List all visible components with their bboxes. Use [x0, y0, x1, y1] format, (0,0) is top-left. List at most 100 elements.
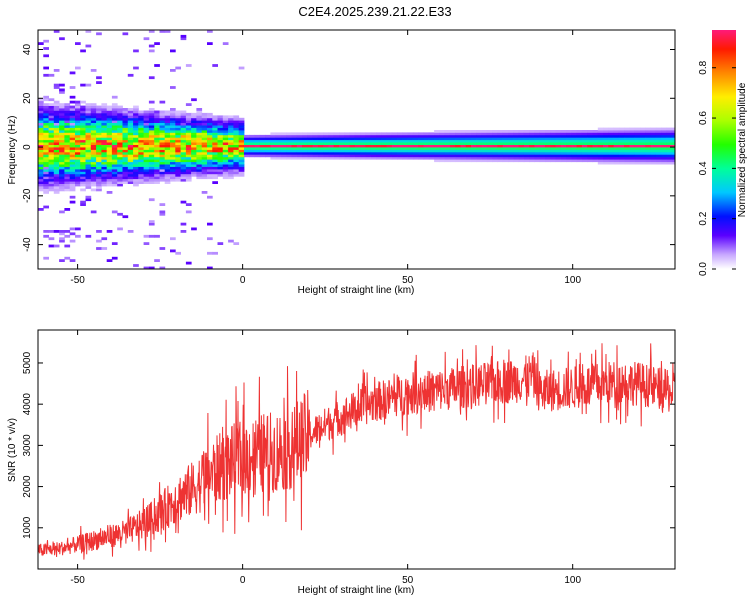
- heatmap-cell: [629, 144, 636, 148]
- heatmap-cell: [296, 137, 303, 141]
- heatmap-cell: [48, 149, 55, 153]
- heatmap-cell: [222, 156, 229, 160]
- heatmap-cell: [48, 166, 55, 170]
- heatmap-cell: [143, 117, 150, 121]
- heatmap-cell: [439, 149, 445, 153]
- heatmap-cell: [233, 132, 240, 136]
- heatmap-cell: [344, 149, 350, 153]
- heatmap-cell: [138, 117, 144, 121]
- heatmap-cell: [106, 183, 113, 187]
- heatmap-cell: [90, 112, 97, 116]
- heatmap-cell: [133, 139, 139, 143]
- heatmap-cell: [201, 144, 208, 148]
- heatmap-cell: [75, 122, 81, 126]
- heatmap-cell: [133, 176, 139, 180]
- heatmap-cell: [111, 210, 118, 214]
- heatmap-cell: [539, 144, 546, 148]
- heatmap-cell: [170, 169, 176, 172]
- heatmap-cell: [80, 137, 86, 141]
- heatmap-cell: [233, 164, 240, 167]
- heatmap-cell: [365, 156, 372, 160]
- heatmap-cell: [143, 139, 150, 143]
- heatmap-cell: [59, 171, 65, 175]
- heatmap-cell: [280, 139, 287, 143]
- heatmap-cell: [180, 149, 187, 153]
- heatmap-cell: [402, 151, 409, 155]
- heatmap-cell: [534, 156, 541, 160]
- heatmap-cell: [159, 173, 166, 177]
- heatmap-cell: [96, 105, 102, 109]
- heatmap-cell: [238, 154, 245, 158]
- heatmap-cell: [655, 149, 662, 153]
- heatmap-cell: [69, 151, 76, 155]
- heatmap-cell: [148, 147, 155, 150]
- heatmap-cell: [597, 130, 604, 133]
- heatmap-cell: [48, 142, 55, 145]
- heatmap-cell: [222, 117, 229, 121]
- heatmap-cell: [69, 112, 76, 116]
- heatmap-cell: [180, 122, 187, 126]
- heatmap-cell: [587, 132, 593, 136]
- heatmap-cell: [217, 166, 224, 170]
- heatmap-cell: [566, 132, 572, 136]
- heatmap-cell: [634, 134, 641, 138]
- heatmap-cell: [170, 176, 176, 180]
- heatmap-cell: [143, 149, 150, 153]
- heatmap-cell: [428, 134, 435, 138]
- heatmap-cell: [634, 154, 641, 158]
- heatmap-cell: [307, 144, 313, 148]
- heatmap-cell: [222, 134, 229, 138]
- heatmap-cell: [249, 139, 255, 143]
- heatmap-cell: [143, 156, 150, 160]
- heatmap-cell: [133, 105, 139, 109]
- heatmap-cell: [64, 134, 71, 138]
- heatmap-cell: [117, 127, 123, 131]
- heatmap-cell: [302, 149, 308, 153]
- heatmap-cell: [618, 147, 625, 150]
- heatmap-cell: [180, 112, 187, 116]
- heatmap-cell: [59, 210, 65, 214]
- heatmap-cell: [333, 132, 340, 136]
- heatmap-cell: [170, 154, 176, 158]
- heatmap-cell: [286, 137, 292, 141]
- heatmap-cell: [671, 149, 675, 153]
- heatmap-cell: [48, 171, 55, 175]
- heatmap-cell: [439, 137, 445, 141]
- heatmap-cell: [592, 130, 599, 133]
- heatmap-cell: [159, 166, 166, 170]
- heatmap-cell: [53, 144, 60, 148]
- heatmap-cell: [291, 154, 298, 158]
- heatmap-cell: [122, 176, 129, 180]
- heatmap-cell: [38, 159, 44, 163]
- heatmap-xtick-label: 50: [402, 275, 414, 286]
- heatmap-cell: [43, 54, 49, 58]
- heatmap-cell: [518, 147, 525, 150]
- heatmap-cell: [159, 120, 166, 123]
- heatmap-cell: [69, 259, 76, 262]
- heatmap-cell: [207, 115, 213, 119]
- heatmap-cell: [48, 183, 55, 187]
- heatmap-cell: [317, 144, 324, 148]
- heatmap-cell: [212, 125, 218, 128]
- heatmap-cell: [75, 171, 81, 175]
- heatmap-cell: [259, 147, 266, 150]
- heatmap-cell: [645, 137, 651, 141]
- heatmap-cell: [228, 117, 234, 121]
- heatmap-cell: [555, 154, 562, 158]
- heatmap-cell: [423, 151, 430, 155]
- heatmap-cell: [90, 178, 97, 182]
- heatmap-cell: [428, 147, 435, 150]
- heatmap-cell: [175, 66, 181, 70]
- heatmap-cell: [523, 159, 530, 163]
- heatmap-cell: [513, 147, 519, 150]
- heatmap-cell: [618, 132, 625, 136]
- heatmap-cell: [111, 115, 118, 119]
- heatmap-cell: [254, 134, 261, 138]
- heatmap-cell: [90, 176, 97, 180]
- heatmap-cell: [85, 181, 92, 184]
- heatmap-cell: [439, 151, 445, 155]
- heatmap-cell: [59, 122, 65, 126]
- heatmap-cell: [59, 110, 65, 114]
- heatmap-cell: [465, 144, 472, 148]
- heatmap-cell: [386, 147, 393, 150]
